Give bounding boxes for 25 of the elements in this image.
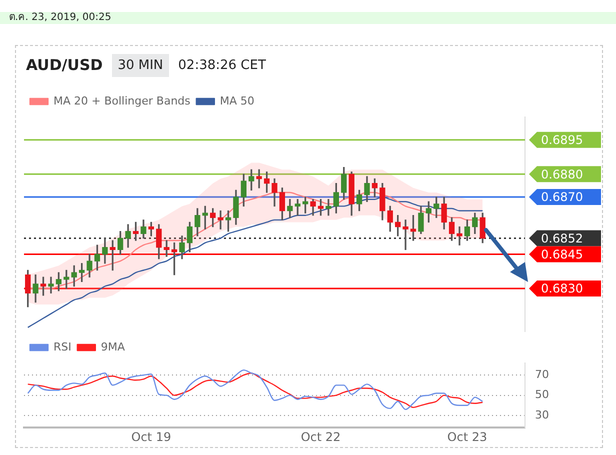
ref-line-label: 0.6830 — [541, 282, 583, 296]
ref-line-label: 0.6852 — [541, 231, 583, 246]
ref-line-label: 0.6870 — [541, 190, 583, 204]
x-tick-label: Oct 23 — [447, 430, 488, 444]
x-tick-label: Oct 19 — [131, 430, 172, 444]
legend-label: MA 20 + Bollinger Bands — [54, 94, 191, 108]
ref-line-label: 0.6880 — [541, 167, 583, 182]
text: ต.ค. 23, 2019, 00:25 — [9, 11, 112, 25]
legend-label: MA 50 — [220, 94, 254, 108]
y-tick-label: 70 — [535, 368, 549, 381]
ref-line-label: 0.6845 — [541, 247, 583, 262]
x-tick-label: Oct 22 — [300, 430, 341, 444]
chart-title: AUD/USD — [26, 56, 103, 74]
legend-label: 9MA — [100, 340, 126, 354]
y-tick-label: 30 — [535, 408, 549, 422]
y-tick-label: 50 — [535, 388, 549, 402]
legend-label: RSI — [54, 340, 72, 354]
candlestick — [456, 226, 462, 246]
candlestick — [402, 220, 408, 250]
candlestick — [48, 276, 54, 294]
candlestick — [218, 210, 224, 230]
chart-subtitle: 30 MIN — [112, 54, 170, 76]
ref-line-label: 0.6895 — [541, 132, 583, 147]
text: 02:38:26 CET — [178, 58, 266, 72]
candlestick — [326, 199, 332, 216]
